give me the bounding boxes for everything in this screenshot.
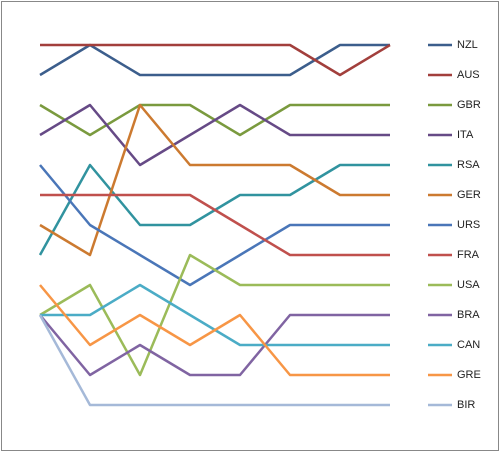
series-line xyxy=(38,314,390,407)
legend-label: GBR xyxy=(457,99,481,111)
legend-label: BRA xyxy=(457,309,480,321)
legend-label: BIR xyxy=(457,399,475,411)
series-line xyxy=(40,43,391,77)
series-line xyxy=(39,313,390,377)
legend-label: NZL xyxy=(457,39,478,51)
legend-label: GER xyxy=(457,189,481,201)
series-line xyxy=(40,193,390,257)
legend-label: USA xyxy=(457,279,480,291)
legend-label: URS xyxy=(457,219,480,231)
series-line xyxy=(39,253,390,377)
series-line xyxy=(39,103,390,167)
legend-label: AUS xyxy=(457,69,480,81)
legend-label: ITA xyxy=(457,129,474,141)
series-line xyxy=(39,43,390,77)
series-line xyxy=(39,284,390,377)
legend-label: GRE xyxy=(457,369,481,381)
legend-label: FRA xyxy=(457,249,480,261)
legend-label: RSA xyxy=(457,159,480,171)
legend-label: CAN xyxy=(457,339,480,351)
